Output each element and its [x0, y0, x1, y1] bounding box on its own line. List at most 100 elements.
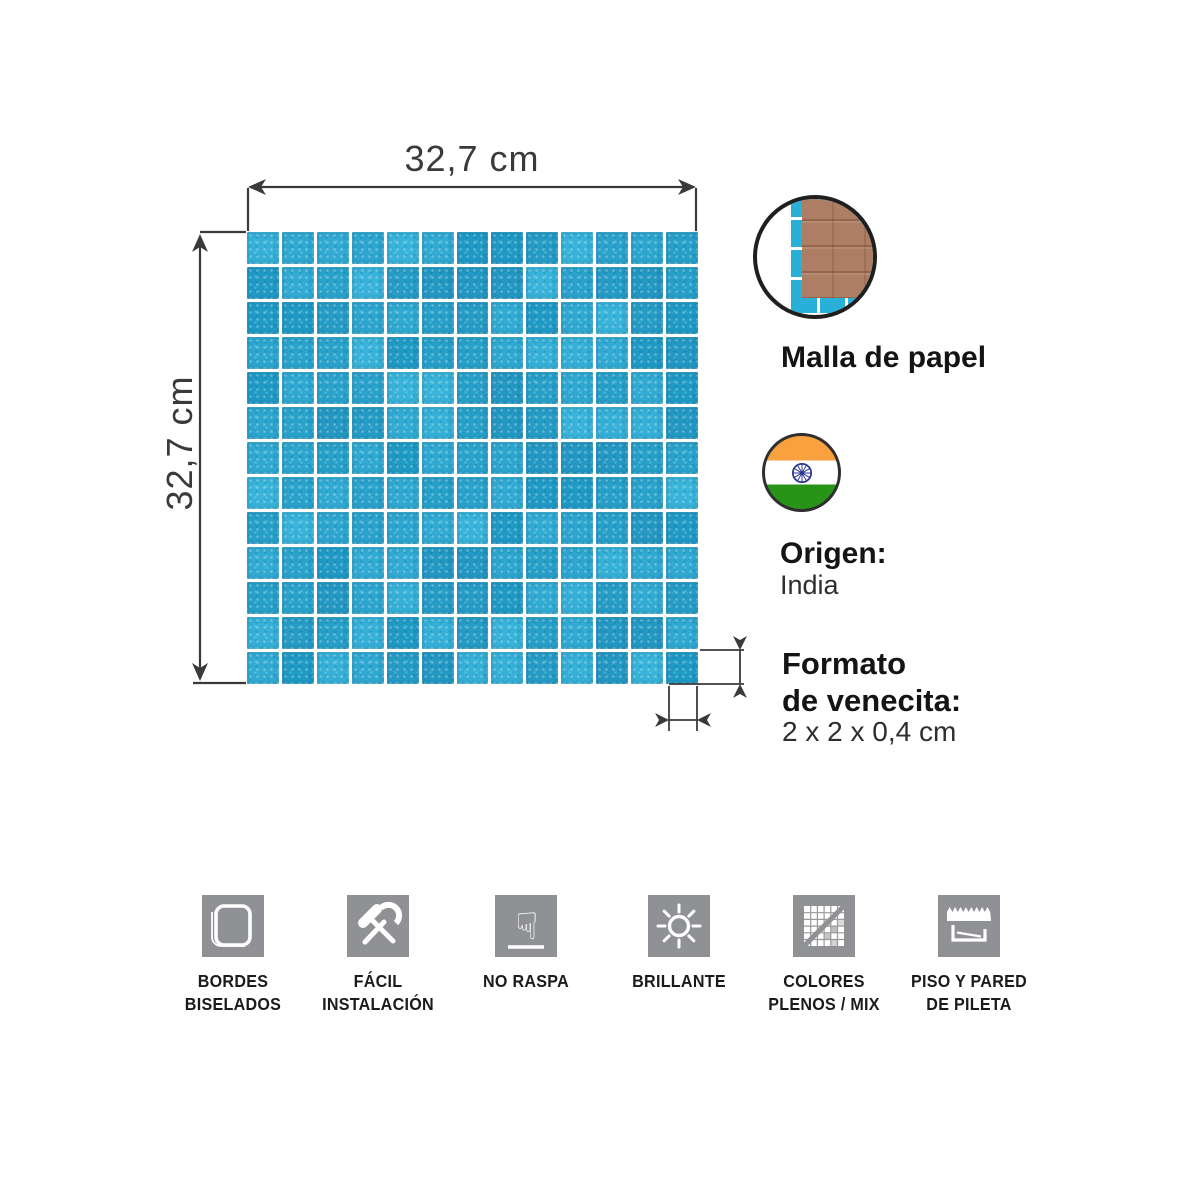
- mosaic-tile: [386, 547, 419, 579]
- mosaic-tile: [247, 652, 279, 684]
- mosaic-tile: [631, 477, 664, 509]
- mosaic-tile: [561, 407, 594, 439]
- mosaic-tile: [631, 267, 664, 299]
- mosaic-tile: [491, 477, 524, 509]
- mosaic-tile: [316, 232, 349, 264]
- feature-bordes-biselados: BORDES BISELADOS: [151, 895, 315, 1016]
- mosaic-tile: [456, 582, 489, 614]
- mosaic-tile: [456, 512, 489, 544]
- feature-label: BRILLANTE: [632, 971, 726, 991]
- mosaic-tile: [631, 407, 664, 439]
- width-dimension-arrow: [248, 179, 696, 195]
- mosaic-tile: [247, 582, 279, 614]
- mosaic-tile: [526, 477, 559, 509]
- mosaic-tile: [456, 652, 489, 684]
- mosaic-tile: [456, 477, 489, 509]
- mosaic-tile: [247, 267, 279, 299]
- mosaic-tile: [666, 652, 698, 684]
- feature-piso-pared-pileta: PISO Y PARED DE PILETA: [887, 895, 1051, 1016]
- sun-icon: [648, 895, 710, 957]
- width-dimension-label: 32,7 cm: [404, 138, 540, 179]
- mosaic-tile: [596, 652, 629, 684]
- mosaic-tile: [386, 512, 419, 544]
- mosaic-tile: [281, 547, 314, 579]
- mosaic-tile: [561, 617, 594, 649]
- mosaic-tile: [386, 407, 419, 439]
- mosaic-tile: [491, 512, 524, 544]
- mosaic-tile: [351, 232, 384, 264]
- feature-label: BISELADOS: [184, 994, 282, 1014]
- mosaic-tile: [666, 512, 698, 544]
- mosaic-tile: [421, 477, 454, 509]
- mosaic-tile: [631, 372, 664, 404]
- mosaic-tile: [247, 407, 279, 439]
- mosaic-tile: [666, 582, 698, 614]
- mosaic-tile: [247, 547, 279, 579]
- feature-brillante: BRILLANTE: [597, 895, 761, 993]
- mosaic-tile: [421, 582, 454, 614]
- mosaic-tile: [596, 337, 629, 369]
- mosaic-tile: [666, 302, 698, 334]
- mosaic-tile: [596, 267, 629, 299]
- format-title-line1: Formato: [782, 646, 906, 681]
- mosaic-tile: [316, 372, 349, 404]
- mosaic-tile: [351, 582, 384, 614]
- mosaic-tile: [561, 337, 594, 369]
- mosaic-tile: [316, 582, 349, 614]
- pool-section-icon: [938, 895, 1000, 957]
- mosaic-tile: [281, 337, 314, 369]
- mosaic-tile: [421, 652, 454, 684]
- mosaic-tile: [666, 232, 698, 264]
- mosaic-tile: [351, 477, 384, 509]
- mosaic-tile: [526, 232, 559, 264]
- mosaic-tile: [281, 652, 314, 684]
- mosaic-tile: [631, 617, 664, 649]
- feature-label: PISO Y PARED: [910, 971, 1028, 991]
- mosaic-tile: [666, 372, 698, 404]
- feature-label: NO RASPA: [482, 971, 569, 991]
- mosaic-tile: [351, 652, 384, 684]
- mosaic-tile: [351, 372, 384, 404]
- mosaic-tile: [491, 407, 524, 439]
- mosaic-tile: [561, 442, 594, 474]
- mosaic-tile: [596, 407, 629, 439]
- feature-label: COLORES: [783, 971, 865, 991]
- mosaic-tile: [247, 337, 279, 369]
- mosaic-tile: [247, 477, 279, 509]
- mosaic-tile: [421, 337, 454, 369]
- mosaic-tile: [491, 302, 524, 334]
- mosaic-tile: [561, 232, 594, 264]
- mosaic-tile: [351, 337, 384, 369]
- svg-text:☟: ☟: [516, 905, 539, 948]
- mosaic-tile: [281, 582, 314, 614]
- mosaic-tile: [386, 582, 419, 614]
- mosaic-tile: [316, 652, 349, 684]
- feature-label: FÁCIL: [353, 971, 403, 991]
- mosaic-tile: [631, 442, 664, 474]
- mosaic-tile: [421, 267, 454, 299]
- mosaic-tile: [491, 337, 524, 369]
- feature-facil-instalacion: FÁCIL INSTALACIÓN: [296, 895, 460, 1016]
- mosaic-tile: [666, 407, 698, 439]
- mosaic-tile: [456, 442, 489, 474]
- mosaic-tile: [596, 372, 629, 404]
- mosaic-tile: [386, 372, 419, 404]
- mosaic-tile: [386, 267, 419, 299]
- mosaic-tile: [596, 477, 629, 509]
- feature-no-raspa: ☟ NO RASPA: [444, 895, 608, 993]
- mosaic-tile: [631, 652, 664, 684]
- mosaic-tile: [281, 512, 314, 544]
- paper-backing: [802, 199, 873, 298]
- mosaic-tile: [281, 407, 314, 439]
- mosaic-tile: [596, 582, 629, 614]
- feature-colores-plenos-mix: COLORES PLENOS / MIX: [742, 895, 906, 1016]
- mosaic-tile: [666, 267, 698, 299]
- colors-grid-icon: [793, 895, 855, 957]
- mosaic-tile: [526, 302, 559, 334]
- ashoka-chakra-icon: [791, 462, 812, 483]
- mosaic-tile: [596, 617, 629, 649]
- mosaic-tile: [456, 617, 489, 649]
- mosaic-tile: [421, 617, 454, 649]
- mosaic-tile: [526, 337, 559, 369]
- mosaic-tile: [526, 652, 559, 684]
